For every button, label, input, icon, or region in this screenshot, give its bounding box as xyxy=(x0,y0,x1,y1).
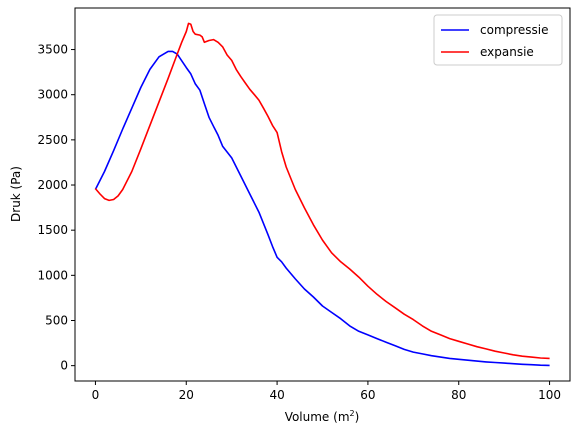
series-line-expansie xyxy=(94,22,550,360)
x-tick-label: 0 xyxy=(92,388,100,402)
x-axis-label-superscript: 2 xyxy=(350,409,355,418)
x-tick-label: 60 xyxy=(360,388,375,402)
legend-label-expansie: expansie xyxy=(480,45,534,59)
x-axis-label: Volume (m2) xyxy=(285,409,360,424)
y-axis-label: Druk (Pa) xyxy=(9,166,23,222)
y-tick-label: 3500 xyxy=(37,43,68,57)
series-line-compressie xyxy=(94,50,550,367)
series-layer xyxy=(94,22,550,367)
y-tick-label: 0 xyxy=(60,359,68,373)
y-tick-label: 2000 xyxy=(37,178,68,192)
x-axis-label-end: ) xyxy=(355,410,360,424)
legend-label-compressie: compressie xyxy=(480,23,549,37)
legend: compressie expansie xyxy=(433,14,563,66)
x-tick-label: 80 xyxy=(451,388,466,402)
x-tick-label: 20 xyxy=(179,388,194,402)
y-tick-label: 2500 xyxy=(37,133,68,147)
y-tick-label: 1500 xyxy=(37,223,68,237)
y-tick-label: 500 xyxy=(45,313,68,327)
y-tick-label: 1000 xyxy=(37,268,68,282)
plot-background xyxy=(75,8,570,381)
x-tick-label: 100 xyxy=(538,388,561,402)
x-axis: 0 20 40 60 80 100 xyxy=(92,381,561,402)
x-tick-label: 40 xyxy=(269,388,284,402)
y-tick-label: 3000 xyxy=(37,88,68,102)
x-axis-label-text: Volume (m xyxy=(285,410,350,424)
y-axis: 0 500 1000 1500 2000 2500 3000 3500 xyxy=(37,43,75,373)
plot-frame xyxy=(74,7,571,382)
